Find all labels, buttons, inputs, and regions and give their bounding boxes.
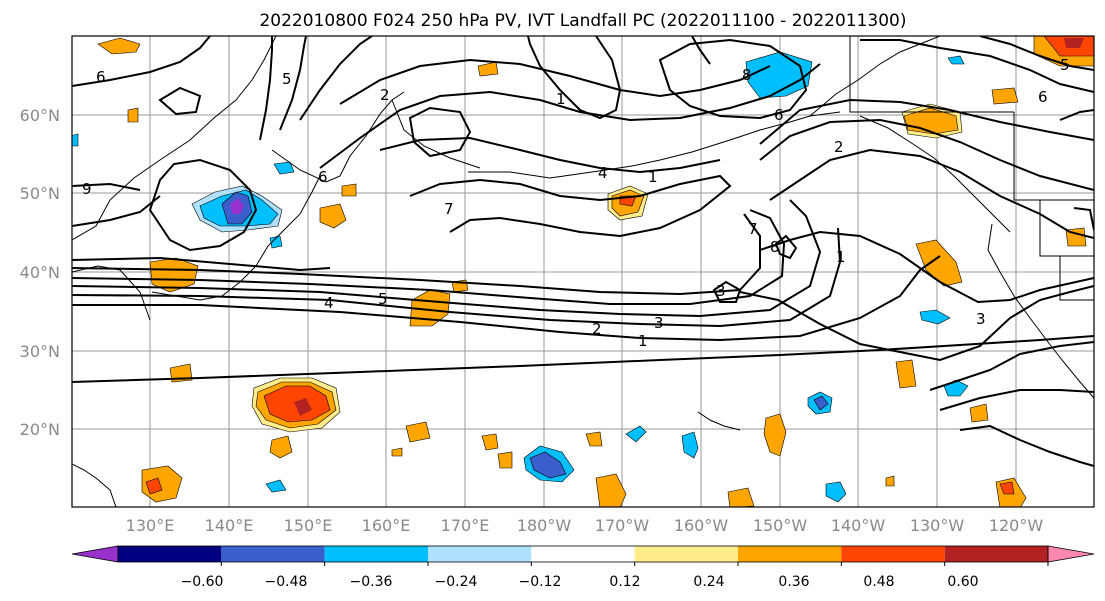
contour-label: 7 — [444, 200, 454, 218]
colorbar-segment — [324, 546, 428, 562]
colorbar-label: −0.60 — [181, 574, 224, 590]
colorbar-segment — [944, 546, 1048, 562]
lat-label: 60°N — [20, 106, 60, 125]
contour-label: 5 — [378, 290, 388, 308]
lon-label: 170°E — [441, 516, 490, 535]
lon-label: 130°E — [126, 516, 175, 535]
lat-label: 30°N — [20, 342, 60, 361]
contour-label: 7 — [748, 220, 758, 238]
figure-title: 2022010800 F024 250 hPa PV, IVT Landfall… — [259, 11, 906, 31]
contour-label: 2 — [834, 138, 844, 156]
colorbar-segment — [738, 546, 842, 562]
contour-label: 9 — [82, 180, 92, 198]
lon-label: 160°W — [674, 516, 729, 535]
map-frame — [71, 35, 1095, 508]
lon-label: 140°E — [205, 516, 254, 535]
lon-label: 180°W — [517, 516, 572, 535]
contour-label: 8 — [742, 66, 752, 84]
contour-label: 6 — [1038, 88, 1048, 106]
contour-label: 8 — [770, 238, 780, 256]
colorbar-label: −0.48 — [265, 574, 308, 590]
lon-label: 140°W — [831, 516, 886, 535]
colorbar-segment — [221, 546, 325, 562]
contour-label: 6 — [96, 68, 106, 86]
contour-label: 6 — [318, 168, 328, 186]
contour-label: 3 — [654, 314, 664, 332]
contour-label: 4 — [324, 294, 334, 312]
colorbar-label: 0.36 — [778, 574, 809, 590]
lon-label: 150°E — [284, 516, 333, 535]
colorbar-segment — [428, 546, 532, 562]
contour-label: 4 — [598, 164, 608, 182]
colorbar-label: −0.24 — [435, 574, 478, 590]
colorbar-label: 0.24 — [693, 574, 724, 590]
colorbar-outline — [117, 545, 1049, 563]
colorbar-segment — [841, 546, 945, 562]
lon-label: 130°W — [910, 516, 965, 535]
contour-label: 5 — [1060, 56, 1070, 74]
contour-label: 6 — [774, 106, 784, 124]
contour-label: 3 — [716, 282, 726, 300]
contour-labels: 6 5 6 2 1 7 4 1 4 5 2 3 1 6 8 2 7 8 1 3 — [82, 56, 1070, 350]
lon-label: 170°W — [595, 516, 650, 535]
contour-label: 1 — [836, 248, 846, 266]
lon-label: 150°W — [753, 516, 808, 535]
colorbar-segment — [118, 546, 222, 562]
lat-label: 20°N — [20, 420, 60, 439]
colorbar-label: 0.48 — [863, 574, 894, 590]
colorbar-extend-high — [1047, 545, 1095, 563]
colorbar-segments — [71, 545, 1095, 563]
contour-label: 2 — [380, 86, 390, 104]
lat-label: 40°N — [20, 263, 60, 282]
lat-label: 50°N — [20, 184, 60, 203]
longitude-labels: 130°E 140°E 150°E 160°E 170°E 180°W 170°… — [126, 516, 1044, 535]
colorbar-label: 0.60 — [947, 574, 978, 590]
contour-label: 1 — [648, 168, 658, 186]
contour-label: 2 — [592, 320, 602, 338]
latitude-labels: 60°N 50°N 40°N 30°N 20°N — [20, 106, 60, 439]
colorbar-segment — [634, 546, 738, 562]
colorbar-labels: −0.60 −0.48 −0.36 −0.24 −0.12 0.12 0.24 … — [181, 574, 979, 590]
colorbar-label: 0.12 — [609, 574, 640, 590]
colorbar-segment — [531, 546, 635, 562]
colorbar: −0.60 −0.48 −0.36 −0.24 −0.12 0.12 0.24 … — [71, 545, 1095, 590]
contour-label: 5 — [282, 70, 292, 88]
pv-contours — [72, 36, 1094, 467]
colorbar-extend-low — [71, 545, 119, 563]
contour-label: 1 — [556, 90, 566, 108]
colorbar-ticks — [220, 562, 1049, 566]
colorbar-label: −0.12 — [519, 574, 562, 590]
lon-label: 160°E — [362, 516, 411, 535]
map-panel: 6 5 6 2 1 7 4 1 4 5 2 3 1 6 8 2 7 8 1 3 — [71, 35, 1095, 508]
lon-label: 120°W — [989, 516, 1044, 535]
contour-label: 1 — [638, 332, 648, 350]
contour-label: 3 — [976, 310, 986, 328]
colorbar-label: −0.36 — [350, 574, 393, 590]
